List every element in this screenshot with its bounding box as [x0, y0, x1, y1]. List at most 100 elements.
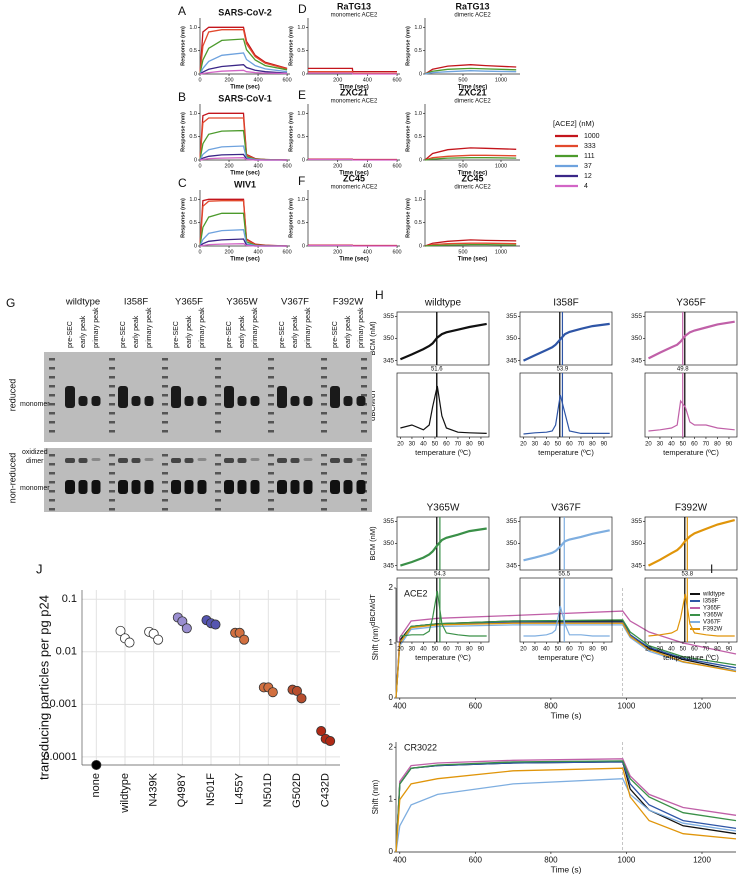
x-tick-label: 80 — [589, 442, 596, 448]
data-line — [308, 67, 397, 73]
ladder-band — [109, 454, 115, 457]
y-tick-label: 0 — [419, 243, 422, 249]
data-point — [91, 760, 102, 771]
data-point — [267, 687, 278, 698]
x-tick-label: 80 — [714, 442, 721, 448]
x-axis-label: temperature (ºC) — [663, 653, 719, 662]
ladder-band — [49, 430, 55, 433]
y-tick-label: 355 — [631, 313, 642, 320]
gel-band — [197, 396, 207, 406]
legend-label: 4 — [584, 183, 588, 190]
ladder-band — [215, 463, 221, 466]
y-tick-label: 350 — [383, 335, 394, 342]
ladder-band — [321, 367, 327, 370]
x-tick-label: 1200 — [693, 701, 711, 710]
plot-frame — [396, 577, 490, 643]
gel-band — [343, 396, 353, 406]
tm-label: 55.5 — [558, 572, 570, 578]
data-point — [291, 685, 302, 696]
tm-label: 49.8 — [677, 367, 689, 373]
ladder-band — [321, 472, 327, 475]
chart-title: CR3022 — [404, 742, 437, 752]
x-tick-label: N439K — [148, 772, 160, 806]
x-tick-label: 50 — [680, 647, 687, 653]
y-tick-label: 345 — [506, 357, 517, 364]
x-tick-label: Q498Y — [176, 772, 188, 807]
lane-label: early peak — [80, 315, 87, 348]
data-line — [424, 242, 517, 247]
y-tick-label: 1.0 — [189, 25, 197, 31]
legend-label: F392W — [703, 627, 723, 633]
data-line — [424, 239, 517, 247]
ladder-band — [268, 376, 274, 379]
ladder-band — [321, 481, 327, 484]
y-tick-label: 0.5 — [297, 220, 305, 226]
x-tick-label: 1000 — [618, 855, 636, 864]
x-tick-label: 80 — [714, 647, 721, 653]
x-axis-label: temperature (ºC) — [538, 448, 594, 457]
ladder-band — [321, 394, 327, 397]
plot-frame — [644, 311, 738, 366]
data-point — [239, 634, 250, 645]
x-tick-label: 40 — [420, 647, 427, 653]
gel-band — [343, 458, 353, 463]
x-tick-label: 500 — [458, 249, 467, 255]
ladder-band — [49, 358, 55, 361]
legend-label: Y365W — [703, 613, 723, 619]
data-line — [308, 158, 397, 161]
data-point — [210, 619, 221, 630]
lane-label: early peak — [345, 315, 352, 348]
x-tick-label: 60 — [691, 442, 698, 448]
ladder-band — [321, 403, 327, 406]
data-point — [234, 627, 245, 638]
data-point — [115, 625, 126, 636]
x-tick-label: 0 — [198, 77, 201, 83]
x-tick-label: 20 — [520, 647, 527, 653]
ladder-band — [162, 376, 168, 379]
data-line — [395, 761, 737, 853]
ladder-band — [49, 421, 55, 424]
y-axis-label: Response (nm) — [180, 198, 186, 238]
gel-band — [277, 386, 287, 408]
data-line — [395, 767, 737, 853]
ladder-band — [49, 412, 55, 415]
ladder-band — [109, 367, 115, 370]
gel-band — [224, 458, 234, 463]
gel-band — [303, 458, 313, 461]
ladder-band — [268, 421, 274, 424]
x-tick-label: 400 — [253, 249, 262, 255]
x-tick-label: 600 — [469, 701, 483, 710]
data-line — [424, 67, 517, 75]
gel-band — [356, 396, 366, 406]
bcm-line — [648, 320, 735, 360]
gel-band — [171, 386, 181, 408]
data-point — [124, 637, 135, 648]
ladder-band — [49, 472, 55, 475]
x-tick-label: 20 — [397, 442, 404, 448]
x-tick-label: 600 — [283, 77, 292, 83]
data-line — [424, 154, 517, 161]
ladder-band — [215, 472, 221, 475]
y-tick-label: 0.5 — [414, 48, 422, 54]
x-tick-label: 0 — [198, 163, 201, 169]
ladder-band — [49, 463, 55, 466]
lane-label: primary peak — [199, 307, 206, 348]
x-axis-label: Time (sec) — [339, 257, 369, 263]
panel-title: I358F — [553, 298, 579, 309]
lane-label: pre-SEC — [279, 321, 286, 348]
ladder-band — [268, 394, 274, 397]
x-tick-label: 60 — [443, 647, 450, 653]
x-tick-label: 70 — [455, 442, 462, 448]
x-tick-label: 70 — [703, 647, 710, 653]
ladder-band — [49, 376, 55, 379]
ladder-band — [215, 430, 221, 433]
lane-label: early peak — [239, 315, 246, 348]
ladder-band — [321, 376, 327, 379]
gel-band — [250, 396, 260, 406]
data-line — [199, 117, 288, 161]
tm-label: 53.8 — [681, 572, 693, 578]
x-axis-label: Time (sec) — [339, 171, 369, 177]
row-label: reduced — [7, 379, 17, 412]
x-axis-label: Time (sec) — [458, 257, 488, 263]
